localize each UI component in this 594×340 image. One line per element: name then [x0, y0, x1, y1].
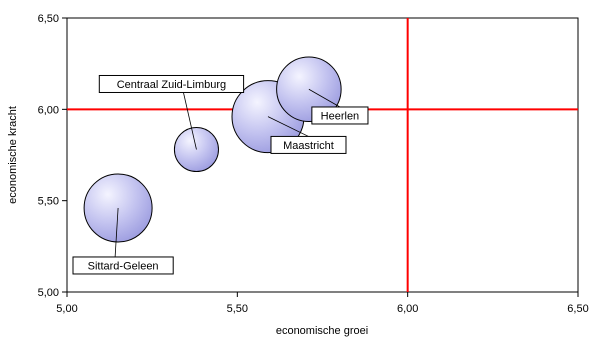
y-tick-label: 6,50: [38, 13, 59, 25]
bubble: [83, 173, 153, 243]
x-tick-label: 5,50: [227, 303, 248, 315]
y-axis-label: economische kracht: [7, 106, 19, 204]
x-tick-label: 5,00: [56, 303, 77, 315]
y-axis-ticks: 5,00 5,50 6,00 6,50: [38, 13, 67, 299]
point-label: Maastricht: [283, 140, 334, 152]
leader-line: [114, 207, 119, 257]
x-axis-ticks: 5,00 5,50 6,00 6,50: [56, 292, 589, 315]
x-tick-label: 6,00: [397, 303, 418, 315]
leader-line: [267, 116, 309, 137]
callout-box: [72, 256, 174, 275]
point-label: Heerlen: [321, 110, 360, 122]
plot-area: [66, 17, 579, 293]
callout-box: [98, 74, 245, 93]
callouts: Sittard-Geleen Centraal Zuid-Limburg Maast…: [72, 74, 369, 275]
point-label: Sittard-Geleen: [88, 260, 159, 272]
y-tick-label: 5,50: [38, 196, 59, 208]
y-tick-label: 5,00: [38, 287, 59, 299]
bubble: [173, 126, 219, 173]
x-axis-label: economische groei: [276, 325, 368, 337]
callout-box: [311, 106, 369, 125]
y-tick-label: 6,00: [38, 104, 59, 116]
callout-box: [270, 135, 347, 154]
point-label: Centraal Zuid-Limburg: [117, 79, 226, 91]
x-tick-label: 6,50: [567, 303, 588, 315]
leader-line: [308, 88, 341, 108]
leader-line: [183, 92, 197, 150]
